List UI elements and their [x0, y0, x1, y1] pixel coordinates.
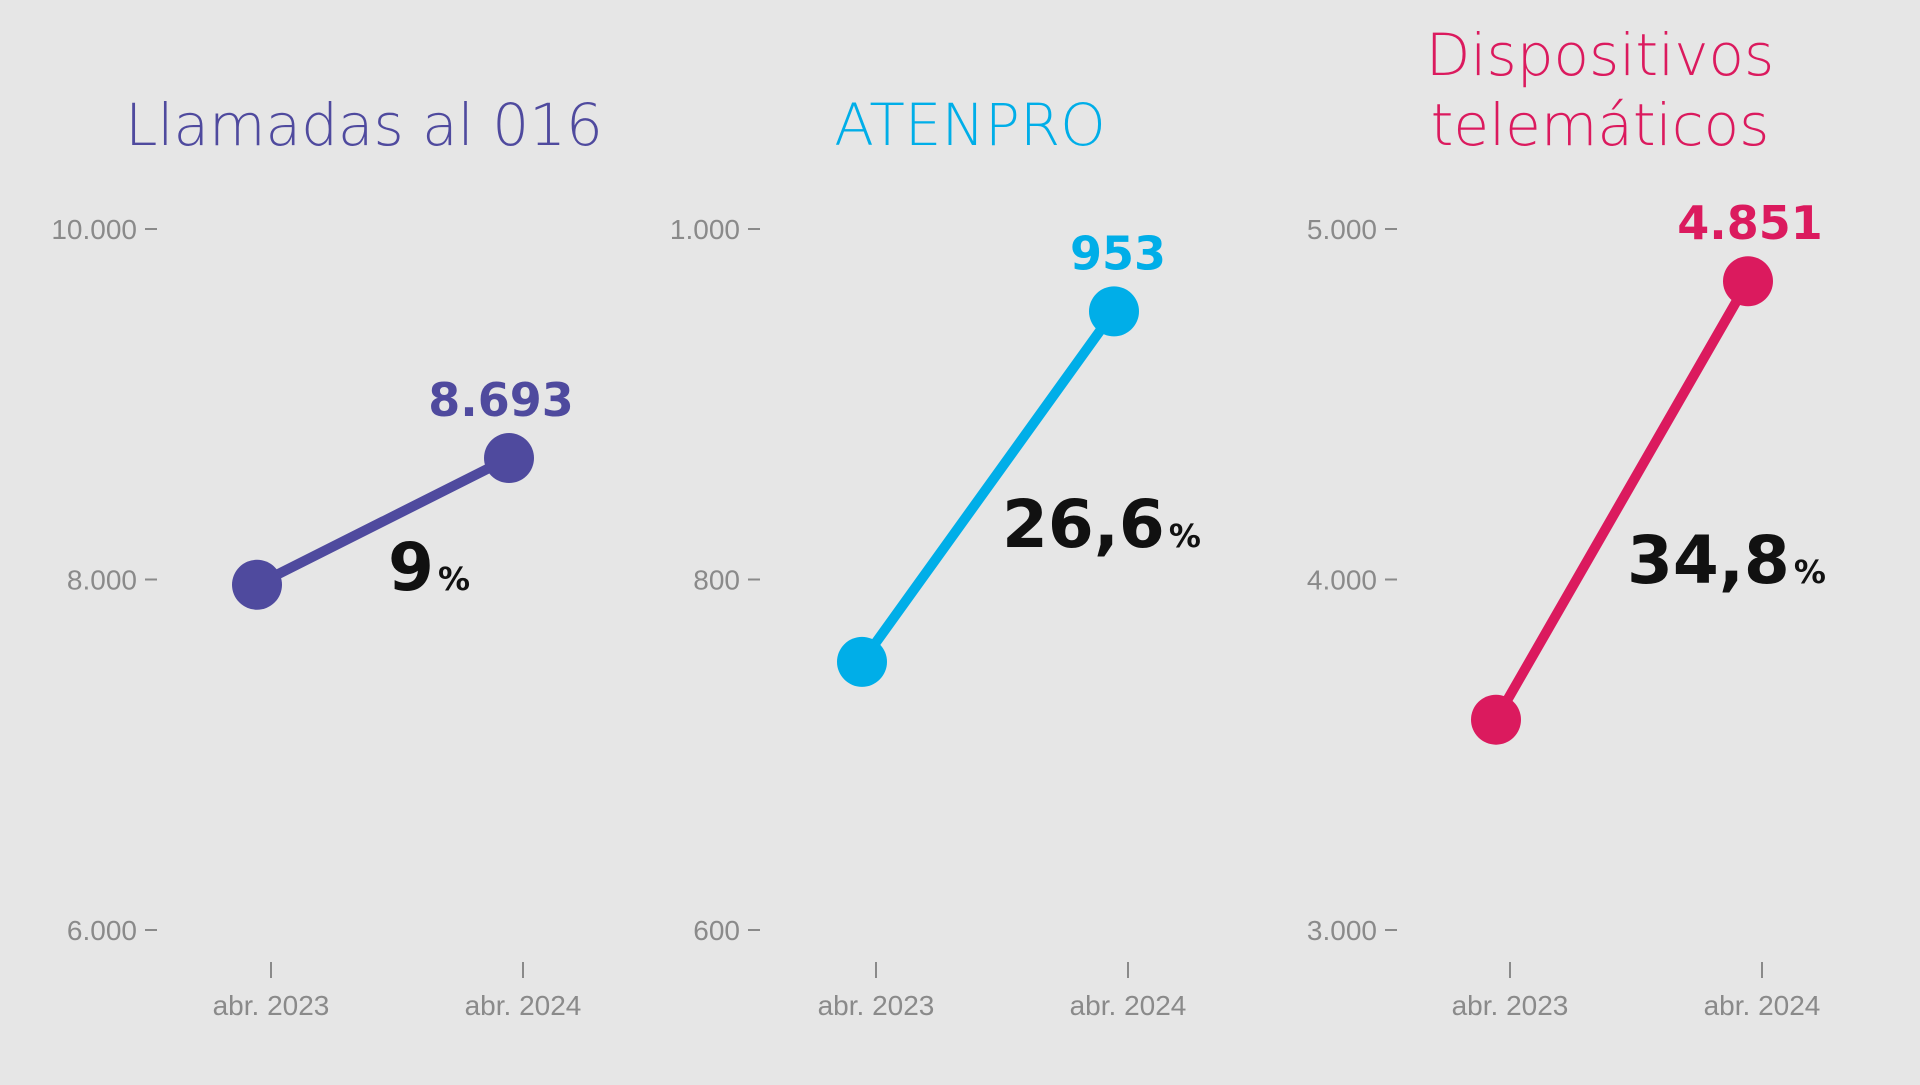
percent-sign: %: [1169, 517, 1201, 555]
end-value-label: 953: [1070, 226, 1166, 280]
percent-change-label: 26,6%: [1002, 486, 1201, 563]
x-tick-label: abr. 2024: [465, 990, 582, 1021]
percent-change-value: 26,6: [1002, 486, 1165, 563]
x-tick-label: abr. 2023: [818, 990, 935, 1021]
data-point-end: [1089, 286, 1139, 337]
end-value-label: 8.693: [428, 373, 574, 427]
series-line: [1491, 276, 1753, 725]
end-value-label: 4.851: [1677, 196, 1823, 250]
y-tick-label: 8.000: [67, 565, 137, 596]
x-tick-label: abr. 2023: [213, 990, 330, 1021]
data-point-start: [232, 559, 282, 610]
percent-change-value: 34,8: [1627, 522, 1790, 599]
percent-change-label: 34,8%: [1627, 522, 1826, 599]
series-line: [857, 306, 1119, 667]
data-point-start: [837, 636, 887, 687]
percent-change-value: 9: [388, 529, 434, 606]
chart-title: Dispositivos: [1426, 21, 1775, 89]
data-point-end: [1723, 256, 1773, 307]
y-tick-label: 10.000: [51, 214, 137, 245]
y-tick-label: 1.000: [670, 214, 740, 245]
y-tick-label: 5.000: [1307, 214, 1377, 245]
x-tick-label: abr. 2024: [1704, 990, 1821, 1021]
data-point-start: [1471, 694, 1521, 745]
chart-title: telemáticos: [1431, 91, 1770, 159]
percent-sign: %: [1794, 553, 1826, 591]
percent-change-label: 9%: [388, 529, 470, 606]
percent-sign: %: [438, 560, 470, 598]
chart-title: Llamadas al 016: [125, 91, 603, 159]
y-tick-label: 6.000: [67, 915, 137, 946]
x-tick-label: abr. 2023: [1452, 990, 1569, 1021]
y-tick-label: 3.000: [1307, 915, 1377, 946]
data-point-end: [484, 433, 534, 484]
y-tick-label: 600: [693, 915, 740, 946]
y-tick-label: 4.000: [1307, 565, 1377, 596]
y-tick-label: 800: [693, 565, 740, 596]
series-line: [252, 453, 514, 590]
chart-title: ATENPRO: [834, 91, 1106, 159]
x-tick-label: abr. 2024: [1070, 990, 1187, 1021]
